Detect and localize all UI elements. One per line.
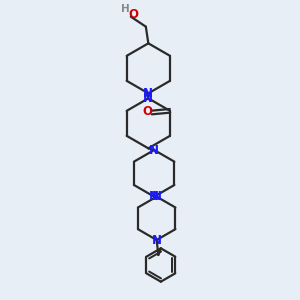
Text: N: N: [152, 190, 162, 203]
Text: H: H: [121, 4, 129, 14]
Text: N: N: [152, 233, 162, 247]
Text: O: O: [142, 105, 152, 118]
Text: N: N: [143, 92, 153, 105]
Text: N: N: [149, 143, 159, 157]
Text: N: N: [149, 190, 159, 203]
Text: N: N: [143, 87, 153, 100]
Text: O: O: [128, 8, 138, 22]
